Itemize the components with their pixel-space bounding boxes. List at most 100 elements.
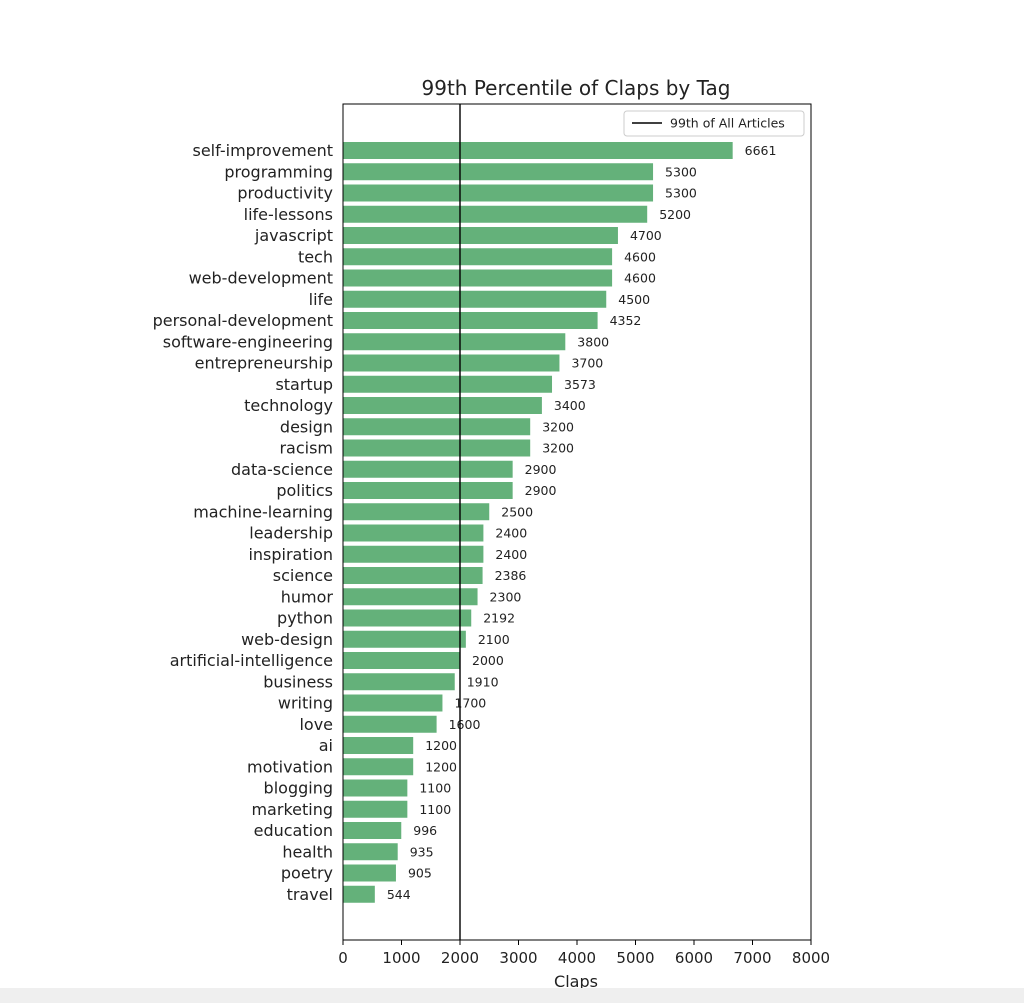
bar-productivity: [343, 184, 654, 202]
bar-racism: [343, 439, 531, 457]
bar-web-development: [343, 269, 613, 287]
value-label: 2100: [478, 632, 510, 647]
value-label: 2386: [495, 568, 527, 583]
category-label: ai: [319, 736, 333, 755]
value-label: 3200: [542, 419, 574, 434]
x-tick-label: 0: [338, 949, 348, 967]
bar-machine-learning: [343, 503, 490, 521]
bar-design: [343, 418, 531, 436]
x-axis-ticks: 0 1000 2000 3000 4000 5000 6000 7000 8000: [338, 940, 830, 967]
bar-programming: [343, 163, 654, 181]
value-label: 2900: [525, 483, 557, 498]
x-tick-label: 4000: [558, 949, 596, 967]
value-label: 996: [413, 823, 437, 838]
bar-software-engineering: [343, 333, 566, 351]
category-label: web-development: [189, 269, 333, 288]
bar-web-design: [343, 630, 466, 648]
category-label: startup: [275, 375, 333, 394]
category-label: marketing: [251, 800, 333, 819]
value-label: 1100: [419, 802, 451, 817]
bar-javascript: [343, 227, 618, 244]
category-label: writing: [278, 694, 333, 713]
category-label: health: [282, 842, 333, 861]
category-label: education: [254, 821, 333, 840]
category-label: life: [309, 290, 333, 309]
bar-data-science: [343, 460, 513, 478]
category-label: artificial-intelligence: [170, 651, 333, 670]
legend: 99th of All Articles: [623, 110, 805, 137]
bar-politics: [343, 482, 513, 499]
category-label: programming: [224, 162, 333, 181]
x-tick-label: 6000: [675, 949, 713, 967]
value-label: 3700: [571, 356, 603, 371]
bar-artificial-intelligence: [343, 652, 460, 669]
value-label: 2400: [495, 526, 527, 541]
category-label: blogging: [264, 779, 333, 798]
value-label: 2000: [472, 653, 504, 668]
bar-leadership: [343, 524, 484, 542]
bar-tech: [343, 248, 613, 266]
category-label: science: [273, 566, 333, 585]
value-label: 905: [408, 866, 432, 881]
category-label: love: [299, 715, 333, 734]
category-labels-layer: self-improvement programming productivity l…: [153, 141, 334, 904]
category-label: business: [263, 672, 333, 691]
bar-ai: [343, 737, 414, 754]
value-label: 6661: [745, 143, 777, 158]
bar-education: [343, 822, 402, 839]
category-label: personal-development: [153, 311, 333, 330]
category-label: poetry: [281, 864, 333, 883]
category-label: entrepreneurship: [195, 354, 333, 373]
value-label: 3400: [554, 398, 586, 413]
bar-motivation: [343, 758, 414, 776]
value-labels-layer: 6661 5300 5300 5200 4700 4600 4600 4500 43523800…: [387, 143, 777, 902]
category-label: humor: [281, 587, 334, 606]
value-label: 4600: [624, 249, 656, 264]
value-label: 5200: [659, 207, 691, 222]
bar-writing: [343, 694, 443, 712]
category-label: inspiration: [248, 545, 333, 564]
category-label: software-engineering: [163, 332, 333, 351]
category-label: design: [280, 417, 333, 436]
category-label: politics: [276, 481, 333, 500]
bar-travel: [343, 885, 375, 903]
legend-box: [623, 110, 805, 137]
bar-blogging: [343, 779, 408, 797]
value-label: 1100: [419, 781, 451, 796]
value-label: 3800: [577, 334, 609, 349]
value-label: 935: [410, 844, 434, 859]
value-label: 1600: [449, 717, 481, 732]
value-label: 1200: [425, 759, 457, 774]
value-label: 5300: [665, 164, 697, 179]
bar-self-improvement: [343, 142, 733, 159]
x-tick-label: 1000: [382, 949, 420, 967]
bar-life: [343, 290, 607, 308]
value-label: 1910: [467, 674, 499, 689]
legend-label: 99th of All Articles: [670, 116, 785, 131]
category-label: self-improvement: [192, 141, 333, 160]
value-label: 5300: [665, 186, 697, 201]
bar-health: [343, 843, 398, 861]
value-label: 4352: [610, 313, 642, 328]
value-label: 4700: [630, 228, 662, 243]
category-label: travel: [287, 885, 333, 904]
bar-business: [343, 673, 455, 691]
value-label: 4500: [618, 292, 650, 307]
value-label: 2400: [495, 547, 527, 562]
bar-python: [343, 609, 472, 627]
category-label: motivation: [247, 757, 333, 776]
bar-inspiration: [343, 545, 484, 563]
value-label: 2300: [490, 589, 522, 604]
bar-marketing: [343, 800, 408, 818]
bar-life-lessons: [343, 205, 648, 223]
bar-personal-development: [343, 312, 598, 329]
category-label: technology: [244, 396, 333, 415]
x-tick-label: 3000: [499, 949, 537, 967]
value-label: 1200: [425, 738, 457, 753]
window-bottom-strip: [0, 988, 1024, 1003]
value-label: 1700: [454, 696, 486, 711]
value-label: 2500: [501, 504, 533, 519]
category-label: machine-learning: [193, 502, 333, 521]
bar-science: [343, 567, 483, 584]
